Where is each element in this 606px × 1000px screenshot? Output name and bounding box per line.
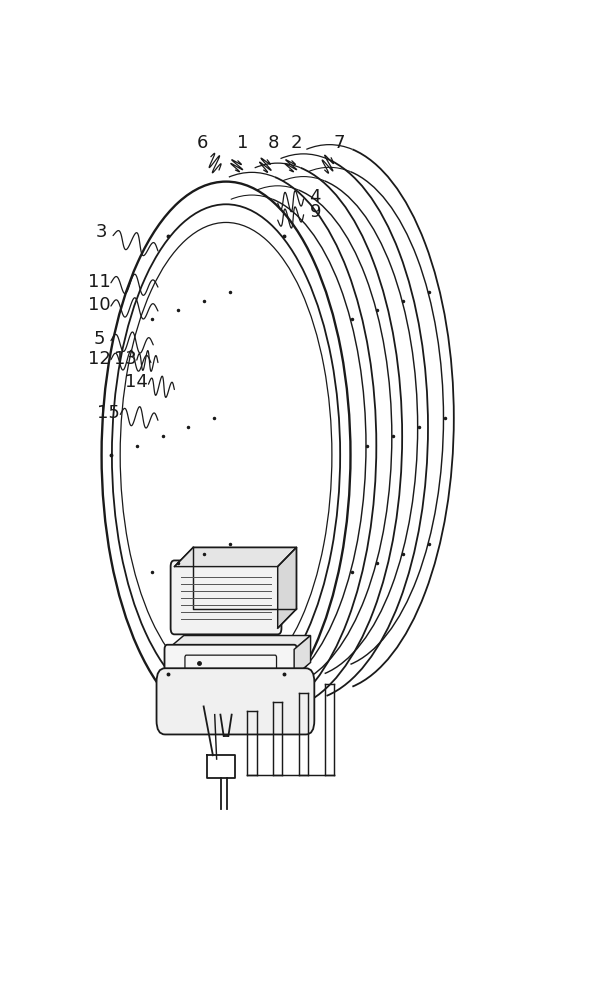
Text: 5: 5 [93,330,105,348]
Text: 10: 10 [88,296,110,314]
FancyBboxPatch shape [171,560,281,634]
FancyBboxPatch shape [156,668,315,734]
Text: 15: 15 [97,404,120,422]
Polygon shape [278,547,296,628]
Text: 8: 8 [267,134,279,152]
Text: 11: 11 [88,273,111,291]
Text: 6: 6 [197,134,208,152]
Polygon shape [175,547,296,567]
Text: 1: 1 [237,134,248,152]
FancyBboxPatch shape [164,645,297,681]
Polygon shape [167,636,310,649]
Text: 12: 12 [88,350,111,368]
Text: 13: 13 [114,350,136,368]
Text: 2: 2 [291,134,302,152]
Text: 3: 3 [96,223,107,241]
Polygon shape [294,636,310,676]
Text: 7: 7 [333,134,344,152]
Text: 9: 9 [310,203,321,221]
Text: 4: 4 [310,188,321,206]
Text: 14: 14 [125,373,148,391]
